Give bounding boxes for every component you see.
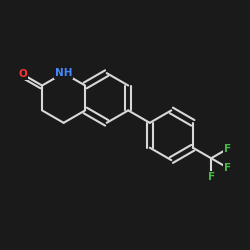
Text: F: F xyxy=(224,144,231,154)
Text: F: F xyxy=(224,162,231,172)
Text: NH: NH xyxy=(55,68,72,78)
Text: F: F xyxy=(208,172,215,182)
Text: O: O xyxy=(18,69,27,79)
